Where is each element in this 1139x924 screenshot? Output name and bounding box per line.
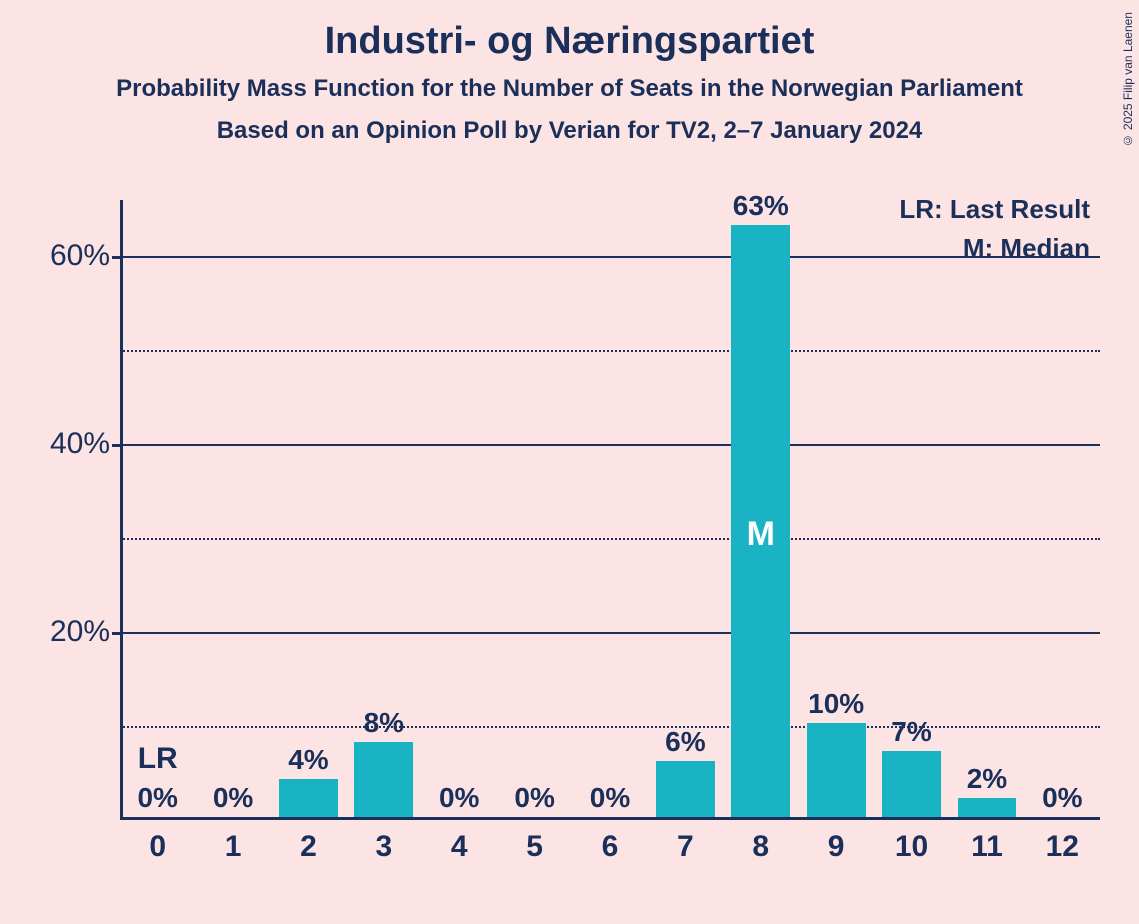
chart-title: Industri- og Næringspartiet (0, 0, 1139, 63)
bar (656, 761, 715, 817)
bar-value-label: 4% (288, 744, 328, 776)
bar-value-label: 6% (665, 726, 705, 758)
x-tick-label: 8 (752, 830, 769, 864)
x-tick-label: 1 (225, 830, 242, 864)
chart-subtitle-2: Based on an Opinion Poll by Verian for T… (0, 103, 1139, 145)
bar-value-label: 0% (213, 782, 253, 814)
x-tick-label: 4 (451, 830, 468, 864)
gridline-major (120, 444, 1100, 446)
x-tick-label: 3 (376, 830, 393, 864)
bar-value-label: 0% (590, 782, 630, 814)
legend-lr: LR: Last Result (899, 190, 1090, 229)
bar-value-label: 0% (1042, 782, 1082, 814)
x-tick-label: 12 (1046, 830, 1079, 864)
y-tick-mark (112, 256, 120, 259)
x-tick-label: 5 (526, 830, 543, 864)
bar-value-label: 0% (514, 782, 554, 814)
chart-plot-area: LR: Last Result M: Median 20%40%60% LR0%… (120, 200, 1100, 820)
x-tick-label: 11 (971, 830, 1003, 864)
gridline-major (120, 632, 1100, 634)
bar (354, 742, 413, 817)
y-tick-label: 40% (20, 427, 110, 461)
bar-value-label: 7% (891, 716, 931, 748)
bar-value-label: 0% (439, 782, 479, 814)
gridline-minor (120, 726, 1100, 728)
bar-value-label: 2% (967, 763, 1007, 795)
gridline-major (120, 256, 1100, 258)
y-tick-label: 20% (20, 615, 110, 649)
bar (279, 779, 338, 817)
x-axis (120, 817, 1100, 820)
bar (807, 723, 866, 817)
bar-value-label: 0% (137, 782, 177, 814)
legend-median: M: Median (899, 229, 1090, 268)
y-tick-label: 60% (20, 239, 110, 273)
x-tick-label: 10 (895, 830, 928, 864)
gridline-minor (120, 538, 1100, 540)
bar (882, 751, 941, 817)
bar-value-label: 10% (808, 688, 864, 720)
marker-lr: LR (138, 742, 178, 776)
bar (958, 798, 1017, 817)
copyright-text: © 2025 Filip van Laenen (1121, 12, 1135, 147)
x-tick-label: 7 (677, 830, 694, 864)
y-tick-mark (112, 632, 120, 635)
x-tick-label: 6 (602, 830, 619, 864)
chart-subtitle-1: Probability Mass Function for the Number… (0, 63, 1139, 103)
x-tick-label: 0 (149, 830, 166, 864)
x-tick-label: 2 (300, 830, 317, 864)
marker-median: M (747, 515, 775, 554)
bar-value-label: 63% (733, 190, 789, 222)
gridline-minor (120, 350, 1100, 352)
bar-value-label: 8% (364, 707, 404, 739)
y-tick-mark (112, 444, 120, 447)
x-tick-label: 9 (828, 830, 845, 864)
